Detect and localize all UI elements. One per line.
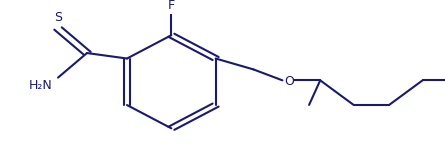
Text: S: S [54,11,62,24]
Text: F: F [168,0,175,12]
Text: O: O [285,75,295,88]
Text: H₂N: H₂N [28,79,52,92]
